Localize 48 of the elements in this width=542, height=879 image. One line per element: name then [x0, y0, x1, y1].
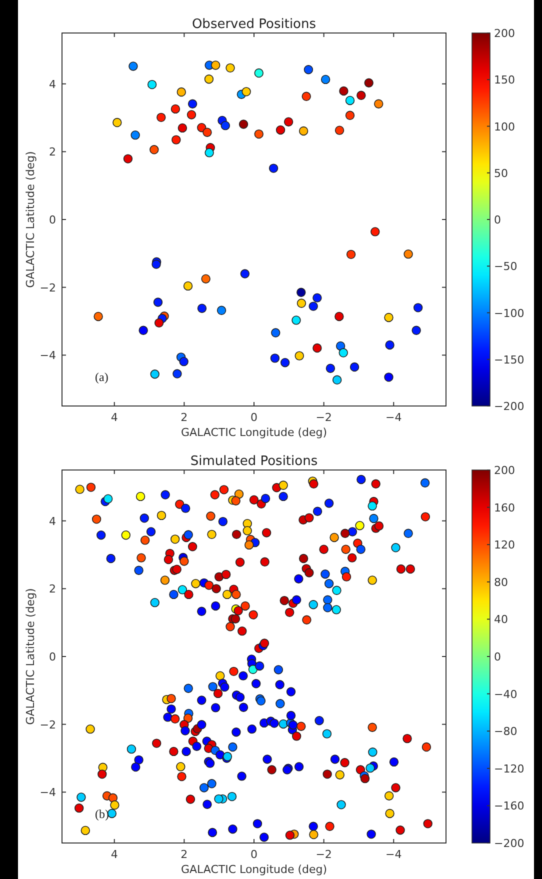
y-tick-label: −2 — [40, 281, 56, 294]
color-bar-label: 100 — [494, 120, 515, 134]
color-bar-label: 160 — [494, 501, 515, 514]
x-tick-label: 2 — [180, 848, 188, 861]
color-bar-label: 80 — [494, 576, 508, 589]
x-tick-label: −2 — [316, 848, 332, 861]
color-bar-label: −100 — [494, 306, 524, 320]
color-bar-label: −50 — [494, 260, 518, 274]
x-tick-label: 0 — [250, 411, 258, 424]
y-tick-label: 2 — [49, 582, 56, 596]
y-tick-label: −4 — [40, 349, 56, 362]
chart-title: Simulated Positions — [190, 454, 318, 469]
y-axis-title: GALACTIC Latitude (deg) — [24, 588, 37, 725]
x-tick-label: −4 — [386, 411, 402, 424]
color-bar-label: 50 — [494, 166, 508, 180]
y-tick-label: −2 — [40, 718, 56, 732]
color-bar-label: 200 — [494, 27, 515, 40]
y-tick-label: 0 — [49, 214, 56, 226]
x-tick-label: −2 — [316, 411, 332, 424]
color-bar-label: −40 — [494, 688, 518, 701]
x-axis-title: GALACTIC Longitude (deg) — [180, 863, 328, 876]
color-bar-label: −160 — [494, 800, 524, 813]
y-tick-label: −4 — [40, 786, 56, 800]
annotation: (a) — [95, 370, 108, 384]
color-bar-label: 200 — [494, 464, 515, 477]
x-tick-label: 4 — [110, 848, 118, 861]
color-bar-label: −80 — [494, 725, 518, 738]
color-bar-label: 150 — [494, 74, 515, 87]
color-bar-label: 120 — [494, 538, 515, 552]
x-tick-label: 2 — [180, 411, 188, 424]
color-bar-label: −150 — [494, 353, 524, 366]
y-axis-title: GALACTIC Latitude (deg) — [24, 151, 37, 288]
y-tick-label: 2 — [49, 146, 56, 159]
color-bar-label: 0 — [494, 214, 501, 226]
x-tick-label: 4 — [110, 411, 118, 424]
y-tick-label: 4 — [49, 514, 56, 528]
y-tick-label: 4 — [49, 78, 56, 91]
annotation: (b) — [95, 807, 109, 821]
x-axis-title: GALACTIC Longitude (deg) — [180, 426, 328, 439]
x-tick-label: 0 — [250, 848, 258, 861]
color-bar-label: −200 — [494, 400, 524, 413]
color-bar-label: −200 — [494, 837, 524, 850]
y-tick-label: 0 — [49, 650, 56, 664]
x-tick-label: −4 — [386, 848, 402, 861]
color-bar-label: 0 — [494, 650, 501, 664]
color-bar-label: −120 — [494, 762, 524, 776]
chart-title: Observed Positions — [192, 17, 316, 32]
color-bar-label: 40 — [494, 613, 508, 626]
